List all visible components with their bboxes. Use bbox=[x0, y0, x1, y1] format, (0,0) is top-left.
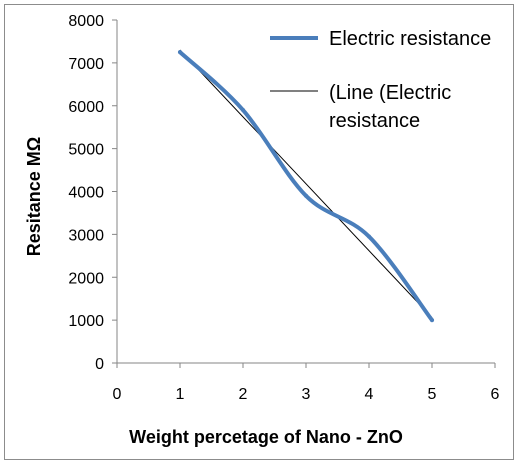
data-point bbox=[367, 234, 371, 239]
data-point bbox=[304, 193, 308, 198]
x-tick-label: 6 bbox=[491, 386, 500, 403]
y-tick-label: 3000 bbox=[68, 227, 104, 244]
x-tick-label: 3 bbox=[302, 386, 311, 403]
x-tick-label: 1 bbox=[176, 386, 185, 403]
y-tick-label: 7000 bbox=[68, 56, 104, 73]
x-axis-title: Weight percetage of Nano - ZnO bbox=[129, 427, 403, 447]
data-point bbox=[241, 108, 245, 113]
x-tick-label: 4 bbox=[365, 386, 374, 403]
axes bbox=[116, 20, 495, 364]
y-axis-title: Resitance MΩ bbox=[24, 137, 44, 256]
data-point bbox=[430, 318, 434, 323]
legend: Electric resistance (Line (Electric resi… bbox=[270, 28, 491, 132]
y-tick-label: 1000 bbox=[68, 313, 104, 330]
data-point bbox=[178, 50, 182, 55]
series bbox=[178, 49, 434, 323]
y-tick-label: 4000 bbox=[68, 185, 104, 202]
legend-label-trendline-line1: (Line (Electric bbox=[329, 82, 451, 104]
legend-label-electric-resistance: Electric resistance bbox=[329, 28, 491, 50]
y-tick-label: 5000 bbox=[68, 142, 104, 159]
x-tick-label: 0 bbox=[113, 386, 122, 403]
chart-frame bbox=[4, 4, 514, 460]
x-tick-label: 5 bbox=[428, 386, 437, 403]
y-tick-label: 2000 bbox=[68, 270, 104, 287]
ticks: 0 1000 2000 3000 4000 5000 6000 7000 8000 0 1 2 3 4 5 6 bbox=[68, 13, 499, 403]
y-tick-label: 8000 bbox=[68, 13, 104, 30]
y-tick-label: 6000 bbox=[68, 99, 104, 116]
trendline-series bbox=[179, 49, 433, 318]
y-tick-label: 0 bbox=[95, 356, 104, 373]
legend-label-trendline-line2: resistance bbox=[329, 110, 420, 132]
x-tick-label: 2 bbox=[239, 386, 248, 403]
